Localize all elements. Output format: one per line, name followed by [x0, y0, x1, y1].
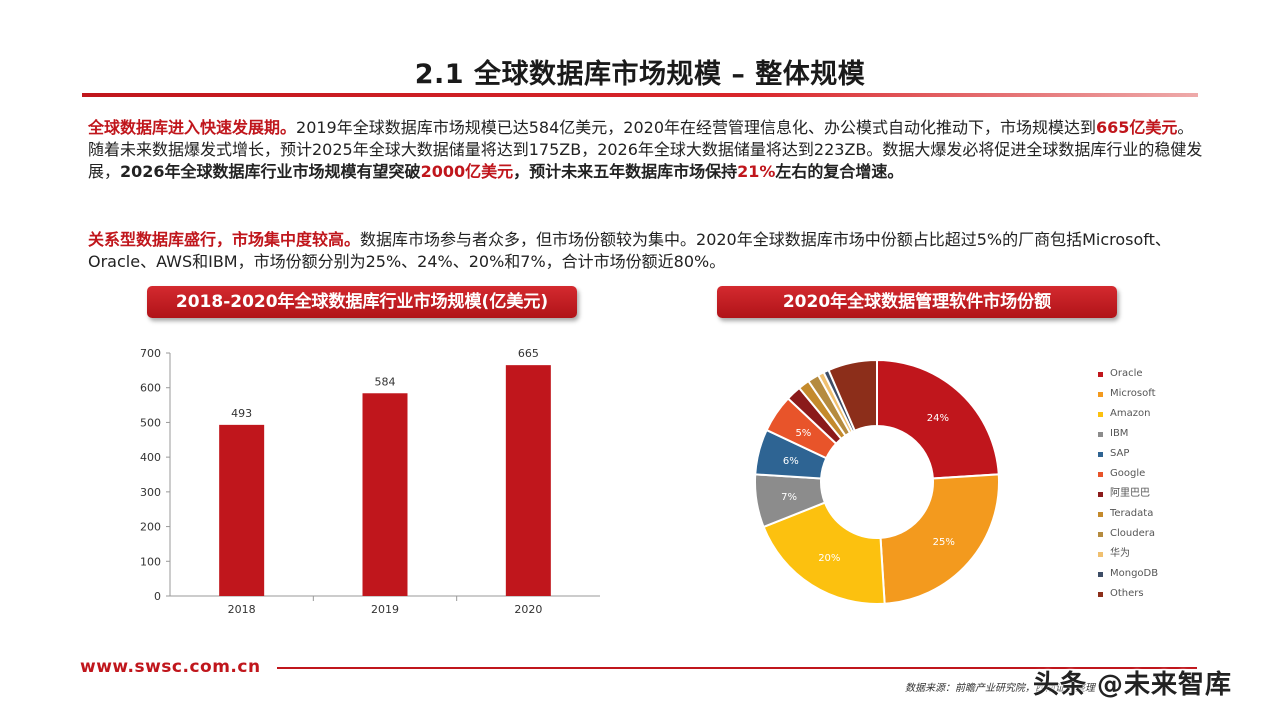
- para2-text: 数据库市场参与者众多，但市场份额较为集中。2020年全球数据库市场中份额占比超过…: [88, 230, 1171, 271]
- donut-value-label: 20%: [818, 553, 840, 564]
- donut-legend: Oracle Microsoft Amazon IBM SAP Google 阿里巴巴 Ter…: [1098, 364, 1158, 604]
- legend-item: Oracle: [1098, 364, 1158, 384]
- legend-swatch: [1098, 592, 1103, 597]
- bar-value-label: 493: [231, 407, 252, 420]
- donut-slice-Amazon: [762, 501, 886, 605]
- legend-label: IBM: [1110, 428, 1129, 439]
- legend-label: Microsoft: [1110, 388, 1156, 399]
- market-size-bar-chart: 0 100 200 300 400 500 600 700 493 2018 584 2019 665 2…: [140, 347, 600, 616]
- bar-2019: [362, 393, 408, 596]
- y-tick-label: 300: [140, 486, 161, 499]
- para2-heading: 关系型数据库盛行，市场集中度较高。: [88, 230, 361, 249]
- legend-swatch: [1098, 372, 1103, 377]
- donut-value-label: 24%: [927, 413, 949, 424]
- donut-value-label: 25%: [933, 537, 955, 548]
- title-divider: [82, 93, 1198, 97]
- y-tick-label: 0: [154, 590, 161, 603]
- para1-highlight-665: 665亿美元: [1096, 118, 1178, 137]
- legend-swatch: [1098, 432, 1103, 437]
- para1-highlight-21: 21%: [737, 162, 776, 181]
- para1-bold-1: 2026年全球数据库行业市场规模有望突破: [120, 162, 421, 181]
- legend-label: 华为: [1110, 548, 1130, 559]
- donut-slice-Microsoft: [879, 473, 1000, 605]
- legend-swatch: [1098, 412, 1103, 417]
- market-share-donut-chart: 24% 25% 20% 7% 6% 5%: [754, 358, 1000, 605]
- legend-label: SAP: [1110, 448, 1130, 459]
- footer-divider: [277, 667, 1197, 669]
- x-tick-label: 2018: [228, 603, 256, 616]
- x-tick-label: 2019: [371, 603, 399, 616]
- para1-text-2: 。随着未来数据爆发式增长，预计2025年全球大数据储量将达到175ZB，2026…: [88, 118, 1203, 181]
- donut-slice-Others: [827, 358, 878, 432]
- x-tick-label: 2020: [514, 603, 542, 616]
- legend-label: Cloudera: [1110, 528, 1155, 539]
- y-tick-label: 200: [140, 521, 161, 534]
- data-source-note: 数据来源：前瞻产业研究院，西南证券整理: [905, 683, 1095, 694]
- para1-text-1: 2019年全球数据库市场规模已达584亿美元，2020年在经营管理信息化、办公模…: [296, 118, 1096, 137]
- y-tick-label: 100: [140, 555, 161, 568]
- legend-swatch: [1098, 472, 1103, 477]
- y-tick-label: 700: [140, 347, 161, 360]
- legend-item: 华为: [1098, 544, 1158, 564]
- y-tick-label: 400: [140, 451, 161, 464]
- watermark: 头条 @未来智库: [1033, 670, 1233, 700]
- legend-item: SAP: [1098, 444, 1158, 464]
- bar-2018: [219, 424, 265, 596]
- y-tick-label: 500: [140, 416, 161, 429]
- legend-item: Amazon: [1098, 404, 1158, 424]
- legend-label: Teradata: [1110, 508, 1154, 519]
- para1-highlight-2000: 2000亿美元: [420, 162, 514, 181]
- legend-item: Microsoft: [1098, 384, 1158, 404]
- legend-item: Cloudera: [1098, 524, 1158, 544]
- para1-heading: 全球数据库进入快速发展期。: [88, 118, 297, 137]
- page-title: 2.1 全球数据库市场规模 – 整体规模: [414, 59, 866, 90]
- y-tick-label: 600: [140, 382, 161, 395]
- donut-slice-Oracle: [876, 358, 1000, 480]
- legend-label: Google: [1110, 468, 1146, 479]
- legend-swatch: [1098, 492, 1103, 497]
- donut-value-label: 6%: [783, 456, 799, 467]
- legend-item: Teradata: [1098, 504, 1158, 524]
- legend-label: MongoDB: [1110, 568, 1159, 579]
- bar-value-label: 584: [375, 375, 396, 388]
- paragraph-market-concentration: 关系型数据库盛行，市场集中度较高。数据库市场参与者众多，但市场份额较为集中。20…: [88, 229, 1208, 273]
- legend-item: Others: [1098, 584, 1158, 604]
- legend-swatch: [1098, 532, 1103, 537]
- donut-value-label: 5%: [795, 428, 811, 439]
- legend-swatch: [1098, 552, 1103, 557]
- legend-label: 阿里巴巴: [1110, 488, 1150, 499]
- legend-swatch: [1098, 512, 1103, 517]
- footer-url: www.swsc.com.cn: [80, 657, 261, 677]
- para1-bold-2: ，预计未来五年数据库市场保持: [513, 162, 738, 181]
- pie-chart-title-banner: 2020年全球数据管理软件市场份额: [717, 286, 1117, 318]
- legend-item: IBM: [1098, 424, 1158, 444]
- legend-swatch: [1098, 452, 1103, 457]
- bar-chart-title-banner: 2018-2020年全球数据库行业市场规模(亿美元): [147, 286, 577, 318]
- para1-bold-3: 左右的复合增速。: [775, 162, 904, 181]
- bar-2020: [505, 365, 551, 596]
- legend-label: Amazon: [1110, 408, 1151, 419]
- legend-swatch: [1098, 572, 1103, 577]
- donut-value-label: 7%: [781, 492, 797, 503]
- legend-label: Others: [1110, 588, 1144, 599]
- paragraph-market-growth: 全球数据库进入快速发展期。2019年全球数据库市场规模已达584亿美元，2020…: [88, 117, 1208, 183]
- legend-item: Google: [1098, 464, 1158, 484]
- legend-swatch: [1098, 392, 1103, 397]
- legend-item: MongoDB: [1098, 564, 1158, 584]
- legend-item: 阿里巴巴: [1098, 484, 1158, 504]
- bar-value-label: 665: [518, 347, 539, 360]
- legend-label: Oracle: [1110, 368, 1143, 379]
